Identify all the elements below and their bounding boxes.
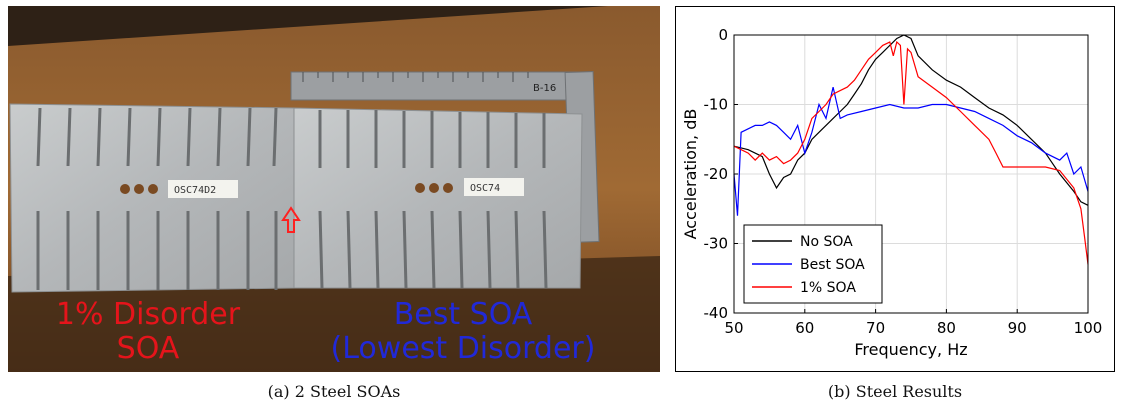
- photo-steel-soas: B-16 OSC74D2: [8, 6, 660, 372]
- caption-b: (b) Steel Results: [827, 382, 963, 401]
- chart-series: [733, 34, 1089, 265]
- y-tick-label: -10: [704, 96, 729, 114]
- x-tick-label: 90: [1008, 319, 1027, 337]
- y-tick-label: 0: [718, 26, 728, 44]
- chart-legend: No SOA Best SOA 1% SOA: [743, 224, 883, 304]
- chart-svg: 50 60 70 80 90 100 -40 -30 -20 -10 0 Frequency, Hz…: [681, 26, 1103, 359]
- photo-illustration: B-16 OSC74D2: [8, 6, 660, 372]
- y-tick-label: -30: [704, 235, 729, 253]
- chart-ticks: 50 60 70 80 90 100 -40 -30 -20 -10 0: [704, 26, 1103, 337]
- label-best-soa: Best SOA (Lowest Disorder): [298, 298, 628, 366]
- series-line-1: [733, 86, 1089, 216]
- x-tick-label: 100: [1074, 319, 1103, 337]
- series-line-2: [733, 40, 1089, 265]
- caption-a: (a) 2 Steel SOAs: [267, 382, 401, 401]
- label-1pct-line2: SOA: [116, 331, 180, 366]
- legend-label-1: Best SOA: [800, 257, 865, 273]
- y-tick-label: -40: [704, 304, 729, 322]
- y-axis-label: Acceleration, dB: [681, 109, 700, 240]
- label-1pct-line1: 1% Disorder: [55, 297, 241, 332]
- legend-label-0: No SOA: [800, 234, 853, 250]
- x-axis-label: Frequency, Hz: [854, 340, 967, 359]
- tag-right: OSC74: [470, 183, 500, 194]
- chart-steel-results: 50 60 70 80 90 100 -40 -30 -20 -10 0 Frequency, Hz…: [675, 6, 1115, 372]
- legend-label-2: 1% SOA: [800, 280, 856, 296]
- label-1pct-disorder: 1% Disorder SOA: [28, 298, 268, 366]
- y-tick-label: -20: [704, 165, 729, 183]
- series-line-0: [733, 34, 1089, 206]
- ruler-mark: B-16: [533, 83, 556, 94]
- steel-soa-left: OSC74D2: [9, 103, 295, 293]
- x-tick-label: 70: [866, 319, 885, 337]
- x-tick-label: 60: [795, 319, 814, 337]
- red-arrow-icon: [281, 206, 301, 233]
- x-tick-label: 80: [937, 319, 956, 337]
- label-best-line2: (Lowest Disorder): [330, 331, 596, 366]
- steel-soa-right: OSC74: [293, 107, 583, 289]
- label-best-line1: Best SOA: [393, 297, 533, 332]
- tag-left: OSC74D2: [174, 185, 216, 196]
- x-tick-label: 50: [724, 319, 743, 337]
